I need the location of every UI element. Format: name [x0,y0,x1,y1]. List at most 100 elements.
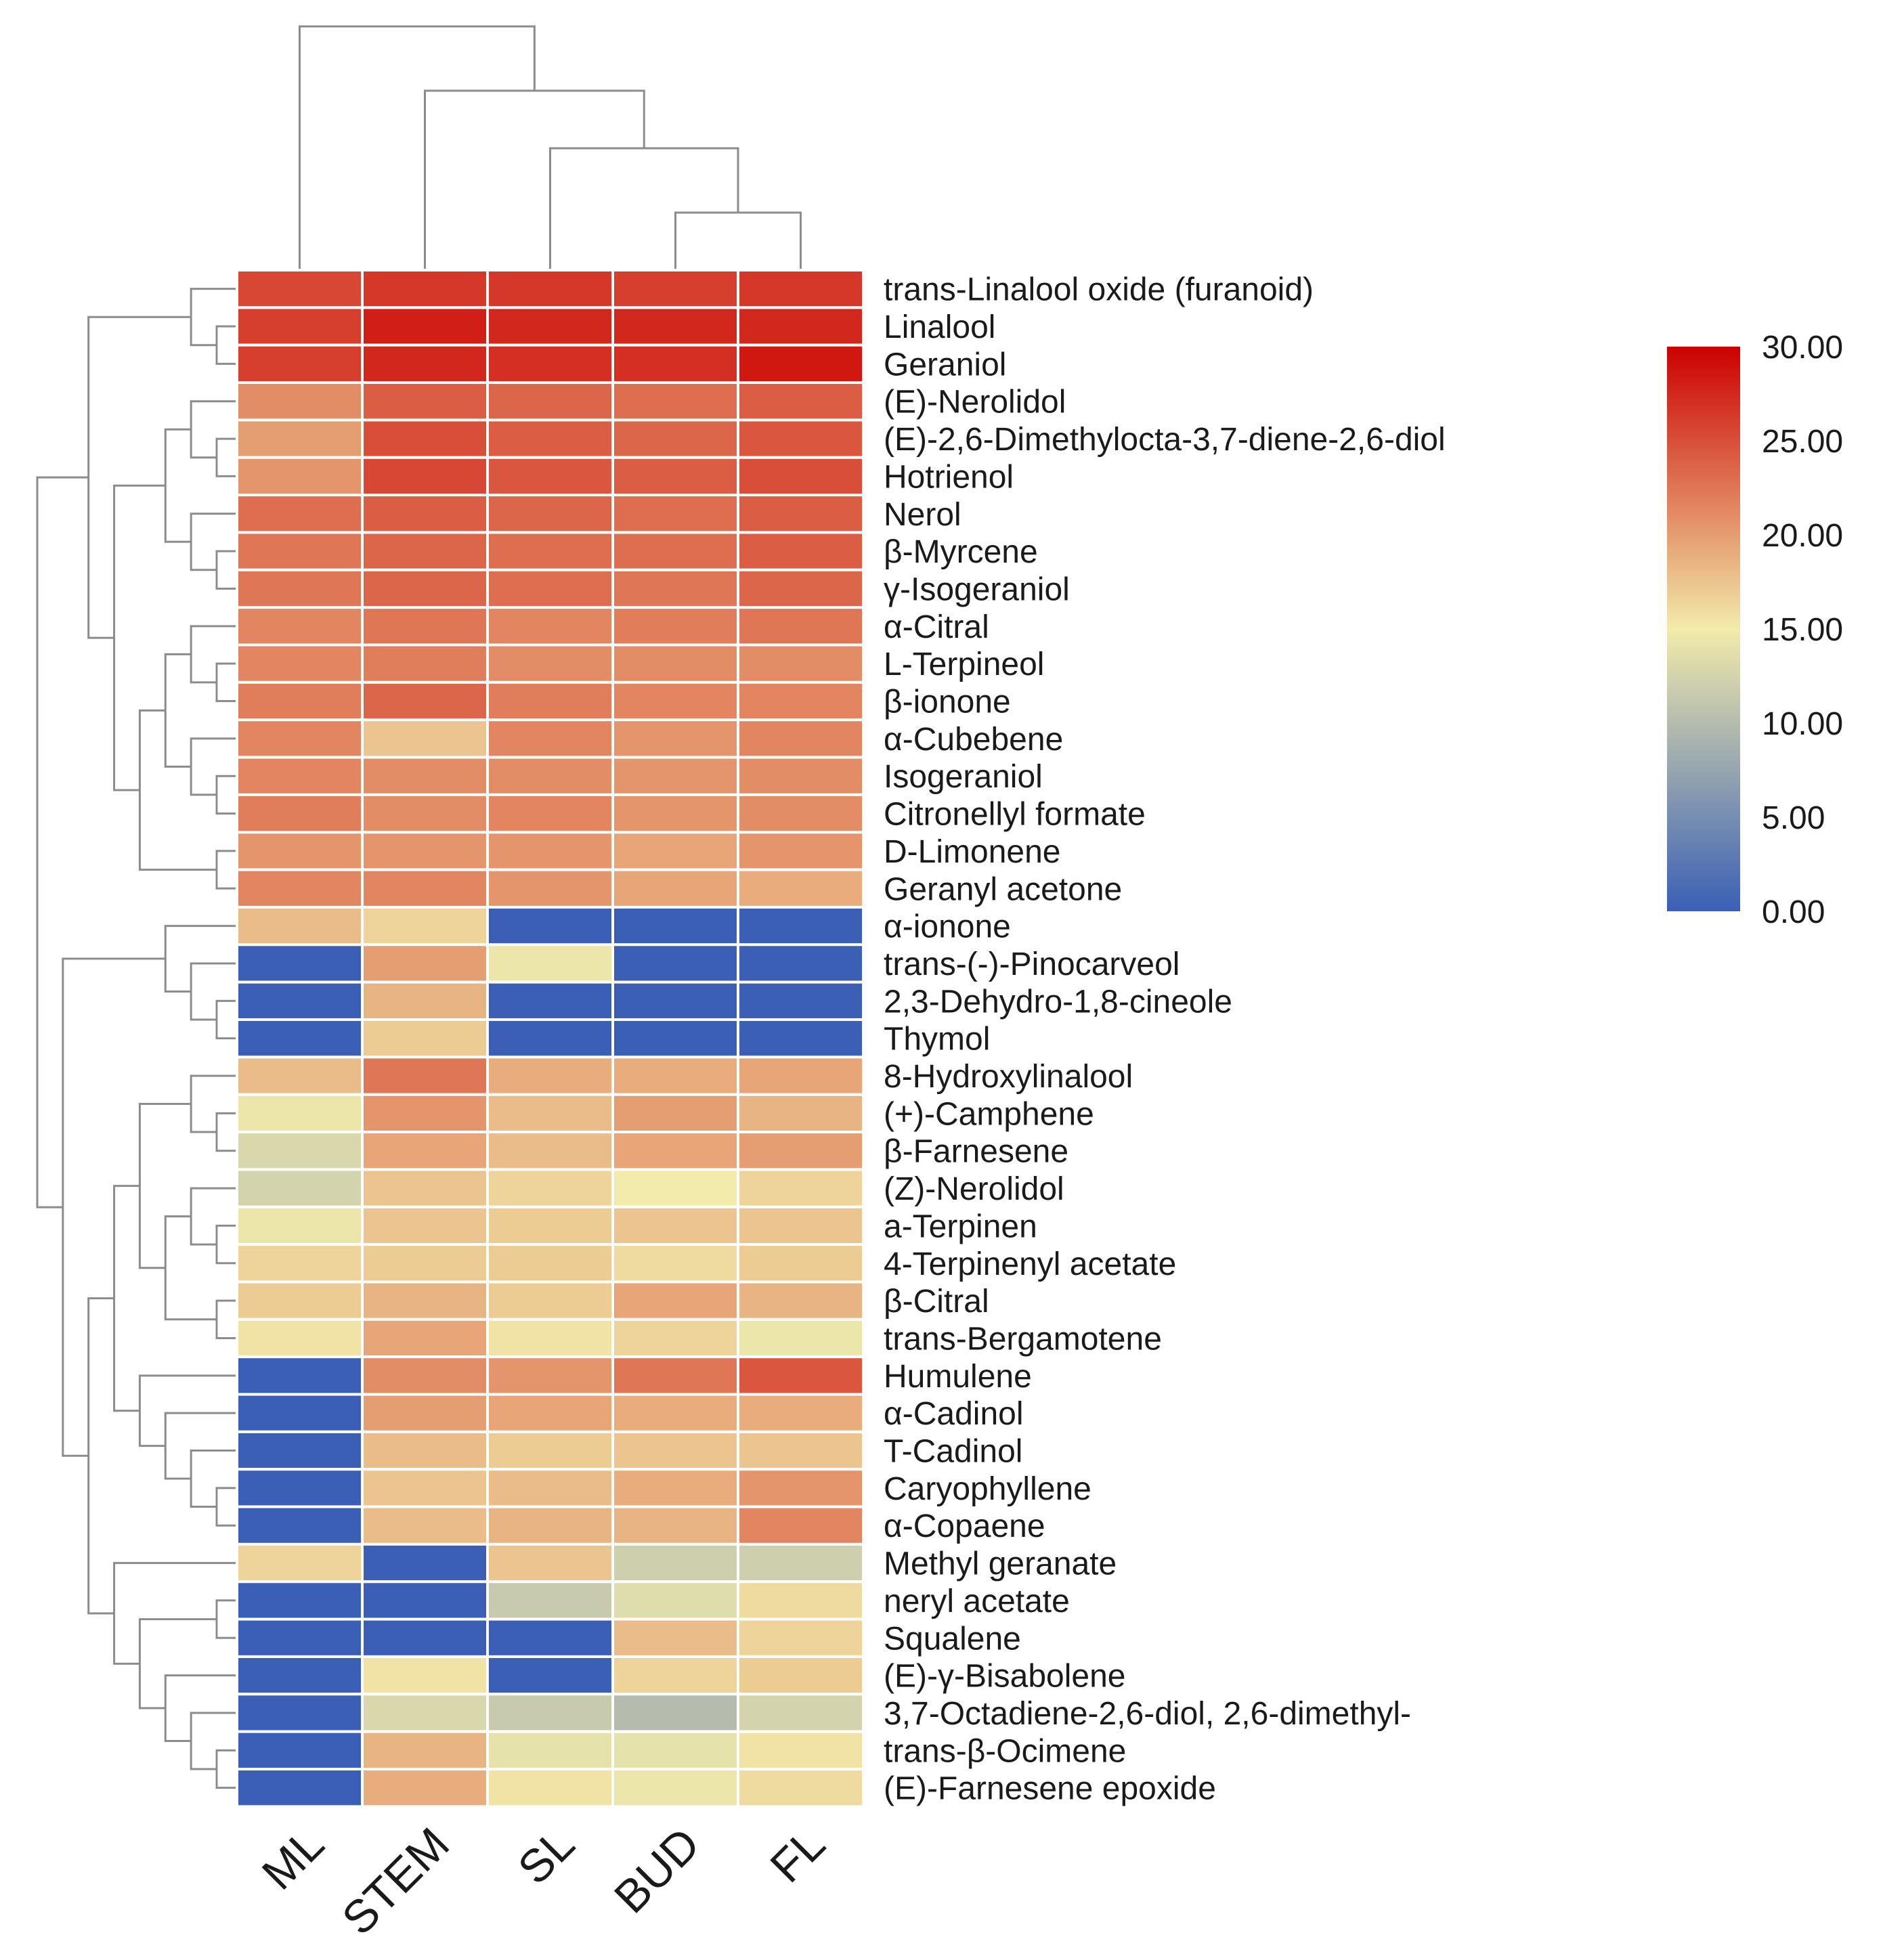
cell-myrcene-bud [611,531,739,571]
cell-citral-bud [611,1280,739,1321]
cell-4-terpinenyl-acetate-sl [486,1243,614,1284]
row-label-citronellyl-formate: Citronellyl formate [884,797,1146,833]
cell-cubebene-fl [737,718,865,759]
cell-ionone-sl [486,680,614,722]
cell-t-cadinol-bud [611,1430,739,1471]
cell-camphene-fl [737,1093,865,1134]
row-dendrogram-branch [138,709,217,871]
cell-citronellyl-formate-bud [611,793,739,834]
cell-e-nerolidol-ml [236,381,364,422]
column-label-ml: ML [253,1818,334,1900]
cell-hotrienol-stem [361,456,489,497]
cell-e-farnesene-epoxide-stem [361,1768,489,1808]
cell-geranyl-acetone-bud [611,868,739,909]
row-dendrogram-branch [215,850,237,890]
column-label-bud: BUD [605,1818,710,1923]
cell-thymol-bud [611,1018,739,1059]
cell-geraniol-stem [361,343,489,385]
cell-2-3-dehydro-1-8-cineole-bud [611,980,739,1022]
row-dendrogram-branch [36,476,89,1208]
cell-e-bisabolene-stem [361,1655,489,1696]
row-dendrogram-branch [113,1185,140,1412]
cell-citral-ml [236,1280,364,1321]
cell-caryophyllene-stem [361,1468,489,1508]
cell-hotrienol-ml [236,456,364,497]
cell-humulene-stem [361,1355,489,1396]
cell-3-7-octadiene-2-6-diol-2-6-dimethyl-stem [361,1693,489,1733]
cell-squalene-stem [361,1617,489,1658]
row-label-geraniol: Geraniol [884,347,1006,383]
row-dendrogram-branch [190,737,237,796]
cell-z-nerolidol-bud [611,1168,739,1208]
cell-camphene-stem [361,1093,489,1134]
cell-l-terpineol-bud [611,643,739,684]
cell-z-nerolidol-fl [737,1168,865,1208]
cell-neryl-acetate-stem [361,1580,489,1621]
cell-cadinol-bud [611,1393,739,1433]
row-label-geranyl-acetone: Geranyl acetone [884,871,1122,907]
row-dendrogram-branch [215,1299,237,1339]
cell-nerol-fl [737,494,865,534]
row-label-myrcene: β-Myrcene [884,534,1038,570]
cell-humulene-ml [236,1355,364,1396]
cell-humulene-sl [486,1355,614,1396]
cell-e-bisabolene-ml [236,1655,364,1696]
cell-a-terpinen-ml [236,1205,364,1246]
cell-3-7-octadiene-2-6-diol-2-6-dimethyl-fl [737,1693,865,1733]
cell-isogeraniol-sl [486,568,614,609]
row-label-farnesene: β-Farnesene [884,1134,1068,1170]
cell-methyl-geranate-fl [737,1542,865,1584]
row-dendrogram-branch [164,1215,217,1321]
cell-geraniol-ml [236,343,364,385]
row-label-copaene: α-Copaene [884,1508,1045,1544]
cell-trans-ocimene-bud [611,1730,739,1770]
row-label-3-7-octadiene-2-6-diol-2-6-dimethyl: 3,7-Octadiene-2,6-diol, 2,6-dimethyl- [884,1696,1411,1732]
column-dendrogram [299,25,802,270]
row-label-caryophyllene: Caryophyllene [884,1471,1091,1507]
row-label-trans-linalool-oxide-furanoid: trans-Linalool oxide (furanoid) [884,272,1314,308]
row-dendrogram-branch [215,999,237,1040]
cell-t-cadinol-stem [361,1430,489,1471]
row-dendrogram [36,288,237,1789]
cell-isogeraniol-ml [236,756,364,796]
legend-tick-label: 30.00 [1762,330,1843,366]
row-dendrogram-branch [190,962,237,1021]
cell-linalool-sl [486,306,614,347]
cell-squalene-ml [236,1617,364,1658]
row-label-isogeraniol: Isogeraniol [884,759,1043,795]
column-dendrogram-branch [424,89,645,270]
cell-neryl-acetate-bud [611,1580,739,1621]
row-label-2-3-dehydro-1-8-cineole: 2,3-Dehydro-1,8-cineole [884,984,1232,1020]
row-dendrogram-branch [190,1712,237,1770]
cell-caryophyllene-bud [611,1468,739,1508]
row-label-neryl-acetate: neryl acetate [884,1584,1070,1619]
cell-d-limonene-fl [737,831,865,871]
cell-methyl-geranate-stem [361,1542,489,1584]
cell-farnesene-sl [486,1131,614,1171]
cell-e-2-6-dimethylocta-3-7-diene-2-6-diol-stem [361,418,489,459]
cell-isogeraniol-ml [236,568,364,609]
cell-2-3-dehydro-1-8-cineole-stem [361,980,489,1022]
cell-ionone-ml [236,680,364,722]
cell-e-2-6-dimethylocta-3-7-diene-2-6-diol-ml [236,418,364,459]
cell-trans-pinocarveol-bud [611,943,739,984]
cell-8-hydroxylinalool-bud [611,1055,739,1096]
column-dendrogram-branch [549,147,739,270]
row-label-citral: α-Citral [884,609,989,645]
cell-copaene-sl [486,1505,614,1546]
cell-isogeraniol-fl [737,568,865,609]
cell-z-nerolidol-sl [486,1168,614,1208]
row-dendrogram-branch [215,1112,237,1152]
row-label-z-nerolidol: (Z)-Nerolidol [884,1171,1064,1207]
cell-nerol-stem [361,494,489,534]
row-labels: trans-Linalool oxide (furanoid)LinaloolG… [884,272,1446,1807]
cell-cubebene-stem [361,718,489,759]
legend-tick-label: 20.00 [1762,518,1843,554]
cell-geraniol-bud [611,343,739,385]
cell-8-hydroxylinalool-fl [737,1055,865,1096]
cell-geranyl-acetone-fl [737,868,865,909]
cell-e-bisabolene-fl [737,1655,865,1696]
cell-citral-ml [236,606,364,647]
